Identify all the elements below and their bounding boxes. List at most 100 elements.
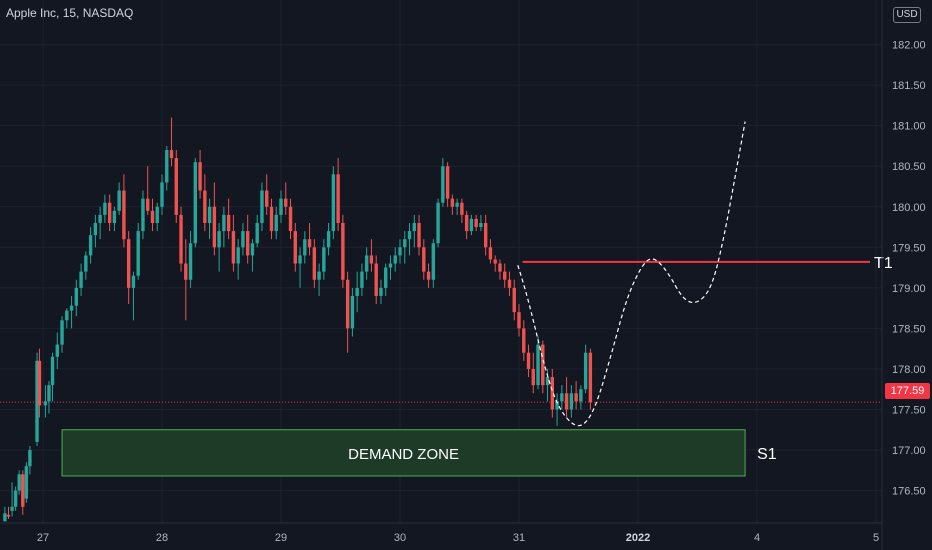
candle-body: [131, 275, 136, 288]
candle-body: [150, 210, 155, 223]
candle-body: [17, 474, 21, 491]
time-axis[interactable]: 27 28 29 30 31 2022 4 5: [37, 532, 879, 544]
candle: [364, 247, 369, 280]
candle-body: [355, 287, 359, 296]
candle: [536, 336, 540, 390]
candle-body: [517, 312, 521, 329]
candle-body: [322, 247, 326, 272]
candle-body: [279, 198, 283, 215]
candle-body: [588, 352, 593, 403]
candle-body: [43, 401, 48, 406]
candle: [441, 158, 445, 207]
candle: [436, 198, 440, 248]
candle-body: [245, 231, 250, 256]
candle-body: [13, 490, 18, 507]
candle: [417, 214, 421, 256]
price-tick-label: 179.50: [892, 242, 926, 254]
candle: [455, 198, 459, 215]
price-axis[interactable]: 176.50 177.00 177.50 178.00 178.50 179.00 179.…: [892, 40, 926, 498]
candle: [231, 214, 236, 272]
candle-body: [37, 360, 42, 406]
candle: [198, 150, 202, 199]
candle: [212, 182, 217, 256]
candle: [55, 332, 59, 369]
candle: [217, 222, 221, 272]
candle: [407, 222, 412, 256]
candle: [550, 368, 555, 418]
candle: [155, 202, 159, 232]
candle-body: [369, 255, 374, 264]
symbol-title[interactable]: Apple Inc, 15, NASDAQ: [6, 6, 134, 20]
candle-body: [60, 320, 64, 345]
candle-body: [498, 263, 502, 272]
candle-body: [74, 287, 79, 306]
candle-body: [412, 222, 416, 232]
candle: [460, 198, 464, 223]
candle: [69, 295, 74, 329]
candle: [222, 206, 226, 248]
candle: [350, 287, 355, 337]
candle-body: [236, 247, 240, 264]
candle-body: [388, 263, 393, 268]
time-tick-label: 31: [513, 532, 525, 544]
candle-body: [483, 222, 488, 248]
candle-body: [169, 150, 174, 159]
candle: [531, 352, 535, 394]
candle-body: [28, 450, 32, 467]
candle: [117, 182, 121, 215]
candle-body: [512, 287, 516, 313]
candle: [255, 214, 259, 248]
candle-body: [103, 202, 107, 215]
candle-body: [241, 231, 245, 248]
candle-body: [541, 344, 545, 386]
candle: [250, 239, 255, 272]
candle: [65, 308, 69, 329]
price-tick-label: 179.00: [892, 283, 926, 295]
candle: [588, 348, 593, 410]
candle: [269, 198, 274, 240]
candle: [179, 206, 183, 272]
candle: [507, 271, 512, 296]
candle-body: [179, 214, 183, 264]
candle-body: [312, 247, 317, 280]
candle-body: [422, 247, 426, 272]
candle: [312, 239, 317, 288]
price-tick-label: 178.50: [892, 323, 926, 335]
candle-body: [393, 255, 397, 264]
candle: [341, 214, 345, 288]
candle-body: [284, 198, 288, 207]
candle-body: [469, 218, 474, 232]
candle: [284, 182, 288, 215]
price-tick-label: 182.00: [892, 40, 926, 52]
candle: [426, 263, 431, 288]
candle: [126, 231, 131, 305]
candle: [21, 470, 25, 515]
candle: [293, 222, 297, 272]
candle: [17, 470, 21, 495]
candle-body: [569, 393, 574, 410]
candle-body: [88, 235, 93, 256]
demand-zone-rect: [61, 429, 746, 477]
candle: [564, 377, 569, 418]
candle: [450, 194, 455, 215]
currency-badge[interactable]: USD: [893, 7, 921, 23]
price-tick-label: 177.00: [892, 445, 926, 457]
candle: [374, 255, 378, 305]
candle-body: [184, 263, 188, 280]
candle-body: [231, 231, 236, 264]
candle-body: [293, 231, 297, 264]
time-tick-label: 2022: [626, 532, 650, 544]
candle: [279, 190, 283, 223]
t1-label: T1: [874, 255, 893, 272]
demand-zone-label: DEMAND ZONE: [348, 446, 459, 463]
last-price-tag: 177.59: [885, 383, 930, 399]
price-tick-label: 176.50: [892, 486, 926, 498]
candle: [503, 263, 507, 288]
candle: [555, 393, 559, 426]
candle: [241, 222, 245, 256]
candle: [526, 344, 531, 378]
candle-body: [117, 190, 121, 211]
candle: [522, 320, 526, 361]
candle: [112, 206, 117, 232]
